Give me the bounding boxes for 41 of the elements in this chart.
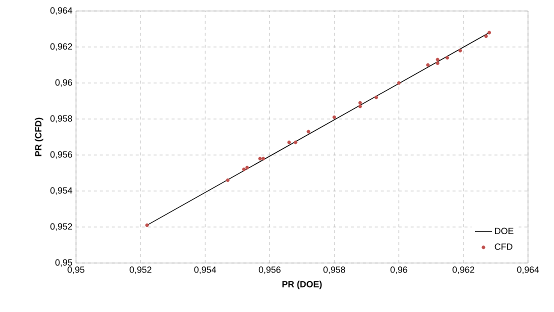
x-tick-label: 0,956 xyxy=(258,266,281,274)
point xyxy=(426,63,430,67)
point xyxy=(306,130,310,134)
y-tick-label: 0,962 xyxy=(50,43,72,51)
point xyxy=(358,104,362,108)
x-tick-label: 0,958 xyxy=(323,266,346,274)
point xyxy=(358,101,362,105)
point xyxy=(332,115,336,119)
point xyxy=(487,30,492,34)
y-tick-label: 0,956 xyxy=(50,151,72,159)
x-axis-title: PR (DOE) xyxy=(282,280,322,290)
point xyxy=(245,166,249,170)
point xyxy=(258,156,262,160)
point xyxy=(374,96,378,100)
y-tick-label: 0,954 xyxy=(50,187,72,195)
point xyxy=(484,34,488,38)
point xyxy=(458,48,462,52)
y-tick-label: 0,96 xyxy=(55,79,72,87)
point xyxy=(436,58,440,62)
y-tick-label: 0,952 xyxy=(50,223,72,231)
legend-label: DOE xyxy=(495,228,514,234)
point xyxy=(446,56,450,60)
point xyxy=(226,178,230,182)
x-tick-label: 0,95 xyxy=(68,266,84,274)
point xyxy=(242,168,246,172)
point xyxy=(294,140,298,144)
x-tick-label: 0,952 xyxy=(130,266,152,274)
y-tick-label: 0,95 xyxy=(55,259,72,267)
point xyxy=(145,223,149,227)
y-axis-title: PR (CFD) xyxy=(34,118,44,156)
y-tick-label: 0,958 xyxy=(50,115,72,123)
point xyxy=(436,61,440,65)
x-tick-label: 0,962 xyxy=(452,266,474,274)
legend-label: CFD xyxy=(494,243,512,250)
point xyxy=(287,140,291,144)
x-tick-label: 0,954 xyxy=(194,266,216,274)
y-tick-label: 0,964 xyxy=(50,7,72,15)
point xyxy=(397,81,401,85)
point xyxy=(261,156,266,160)
x-tick-label: 0,964 xyxy=(517,266,539,274)
x-tick-label: 0,96 xyxy=(390,266,408,274)
